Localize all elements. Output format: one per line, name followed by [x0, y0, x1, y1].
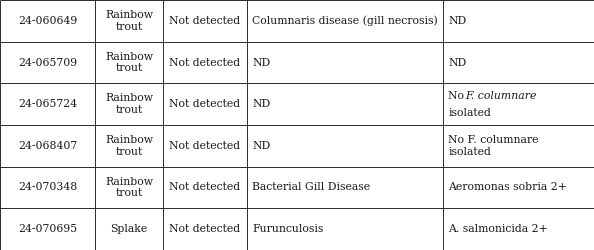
Text: Splake: Splake — [110, 224, 148, 234]
Text: ND: ND — [448, 58, 467, 68]
Text: 24-065724: 24-065724 — [18, 99, 77, 109]
Text: Rainbow
trout: Rainbow trout — [105, 10, 153, 32]
Text: A. salmonicida 2+: A. salmonicida 2+ — [448, 224, 548, 234]
Text: Not detected: Not detected — [169, 182, 241, 192]
Text: 24-068407: 24-068407 — [18, 141, 77, 151]
Text: 24-060649: 24-060649 — [18, 16, 77, 26]
Text: ND: ND — [252, 99, 271, 109]
Text: Not detected: Not detected — [169, 99, 241, 109]
Text: F. columnare: F. columnare — [465, 91, 536, 101]
Text: Not detected: Not detected — [169, 141, 241, 151]
Text: Rainbow
trout: Rainbow trout — [105, 93, 153, 115]
Text: isolated: isolated — [448, 108, 491, 118]
Text: 24-065709: 24-065709 — [18, 58, 77, 68]
Text: Furunculosis: Furunculosis — [252, 224, 324, 234]
Text: Not detected: Not detected — [169, 16, 241, 26]
Text: No: No — [448, 91, 468, 101]
Text: Columnaris disease (gill necrosis): Columnaris disease (gill necrosis) — [252, 16, 438, 26]
Text: No F. columnare
isolated: No F. columnare isolated — [448, 135, 539, 157]
Text: Bacterial Gill Disease: Bacterial Gill Disease — [252, 182, 371, 192]
Text: Rainbow
trout: Rainbow trout — [105, 52, 153, 73]
Text: Rainbow
trout: Rainbow trout — [105, 177, 153, 198]
Text: Aeromonas sobria 2+: Aeromonas sobria 2+ — [448, 182, 567, 192]
Text: ND: ND — [252, 58, 271, 68]
Text: ND: ND — [448, 16, 467, 26]
Text: 24-070348: 24-070348 — [18, 182, 77, 192]
Text: ND: ND — [252, 141, 271, 151]
Text: 24-070695: 24-070695 — [18, 224, 77, 234]
Text: Not detected: Not detected — [169, 58, 241, 68]
Text: Not detected: Not detected — [169, 224, 241, 234]
Text: Rainbow
trout: Rainbow trout — [105, 135, 153, 157]
